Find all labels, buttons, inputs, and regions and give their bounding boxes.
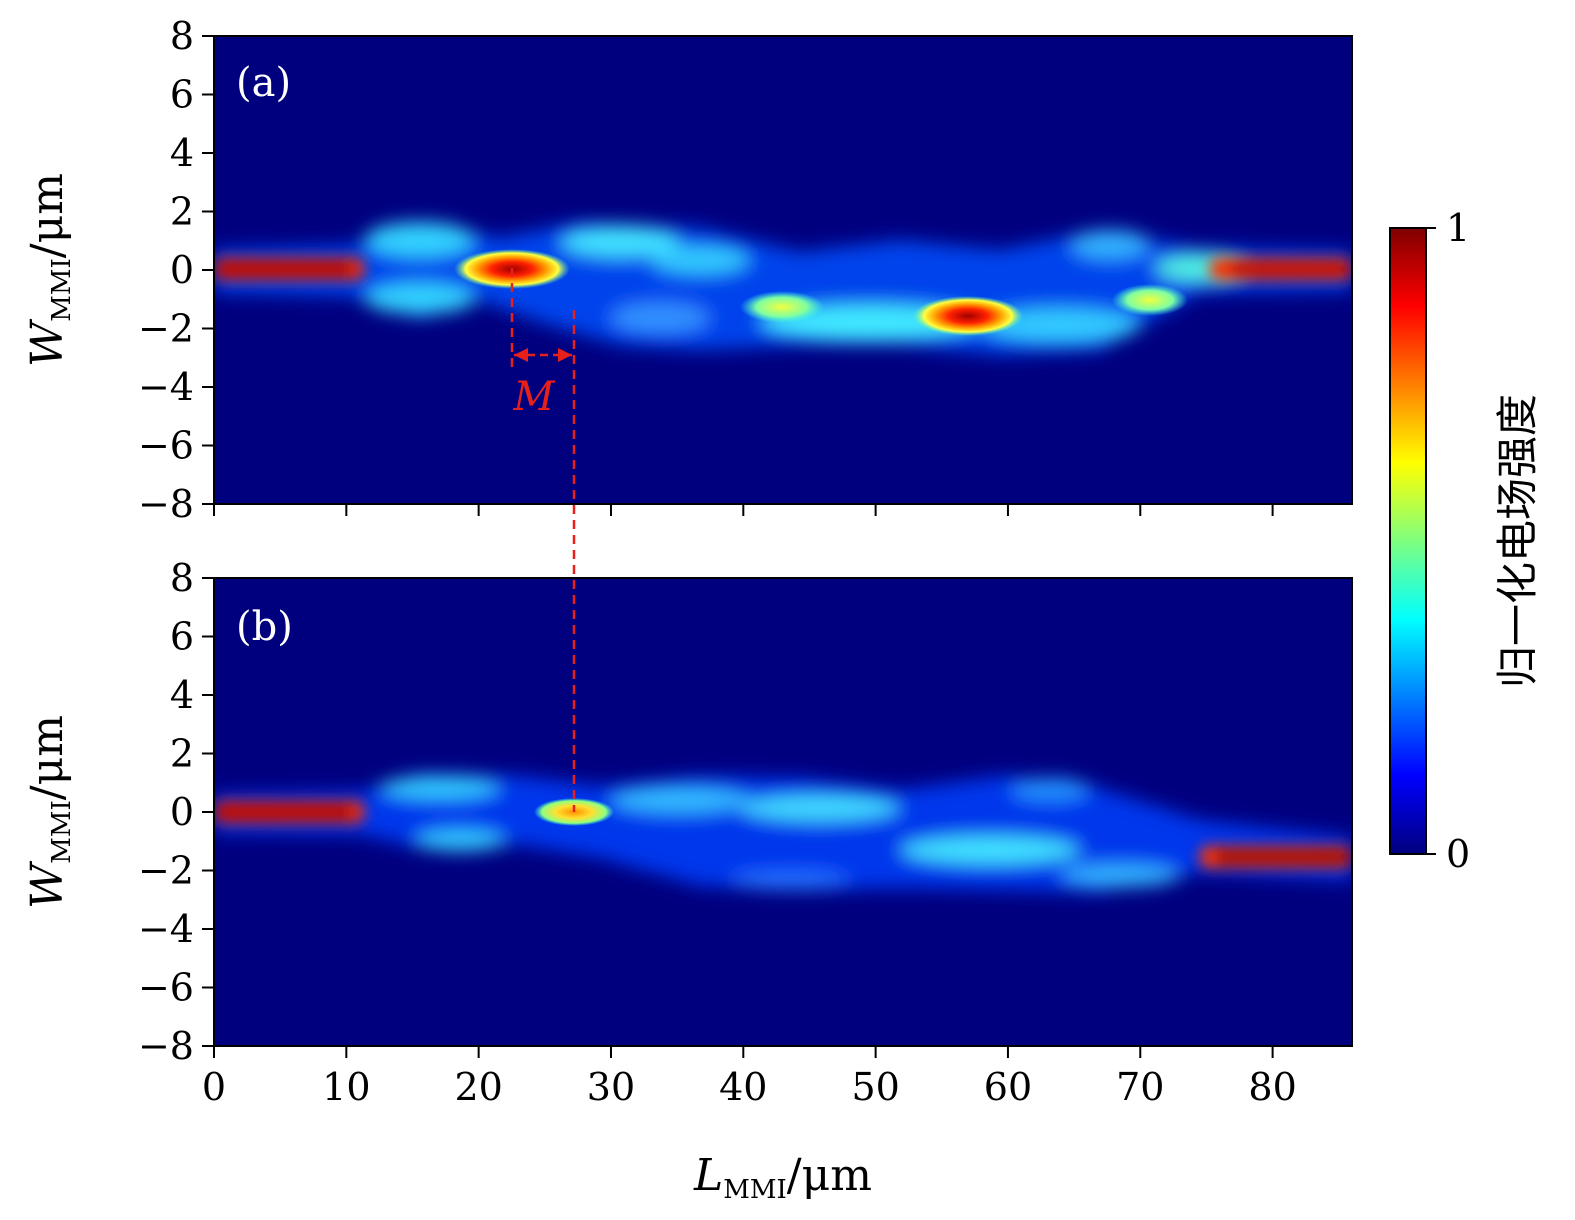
annotation-m-label: M bbox=[513, 374, 556, 420]
panel-b-y-tick-label-3: 2 bbox=[170, 732, 194, 776]
panel-b-y-tick-label-1: 6 bbox=[170, 615, 194, 659]
panel-b-waveguides bbox=[214, 801, 1352, 868]
y-axis-title-a-unit: /μm bbox=[22, 173, 73, 258]
panel-a-y-tick-label-0: 8 bbox=[170, 14, 194, 58]
x-axis-title-unit: /μm bbox=[787, 1150, 872, 1201]
panel-a-hotspot-right bbox=[1112, 284, 1188, 316]
heatmap-panel-a: (a) bbox=[213, 35, 1353, 505]
colorbar-max-label: 1 bbox=[1446, 206, 1470, 250]
y-axis-title-b-main: W bbox=[22, 860, 73, 909]
y-axis-title-b-sub: MMI bbox=[47, 800, 77, 864]
panel-a-label: (a) bbox=[236, 60, 291, 106]
panel-b-label: (b) bbox=[236, 604, 293, 650]
panel-a-y-tick-label-5: −2 bbox=[138, 307, 194, 351]
x-tick-label-5: 50 bbox=[851, 1065, 899, 1109]
x-tick-label-1: 10 bbox=[322, 1065, 370, 1109]
y-axis-title-a-main: W bbox=[22, 318, 73, 367]
x-tick-label-2: 20 bbox=[454, 1065, 502, 1109]
heatmap-panel-b: (b) bbox=[213, 577, 1353, 1047]
panel-a-waveguides bbox=[214, 258, 1352, 280]
y-axis-title-a-sub: MMI bbox=[47, 258, 77, 322]
y-axis-title-a: WMMI/μm bbox=[22, 173, 77, 367]
panel-a-y-tick-label-4: 0 bbox=[170, 248, 194, 292]
colorbar: 1 0 归一化电场强度 bbox=[1389, 206, 1542, 876]
colorbar-min-label: 0 bbox=[1446, 832, 1470, 876]
panel-b-y-tick-label-7: −6 bbox=[138, 966, 194, 1010]
panel-a-hotspot-mid bbox=[740, 291, 824, 323]
panel-b-y-tick-label-6: −4 bbox=[138, 907, 194, 951]
x-tick-label-8: 80 bbox=[1248, 1065, 1296, 1109]
x-tick-label-3: 30 bbox=[587, 1065, 635, 1109]
x-axis-title-main: L bbox=[693, 1150, 723, 1201]
panel-a-y-tick-label-3: 2 bbox=[170, 190, 194, 234]
panel-a-hotspot-lower bbox=[913, 296, 1023, 336]
colorbar-title: 归一化电场强度 bbox=[1493, 394, 1542, 688]
annotation-m-arrow-left-head bbox=[514, 348, 528, 362]
panel-b-field-pattern bbox=[214, 774, 1352, 892]
panel-b-y-tick-label-5: −2 bbox=[138, 849, 194, 893]
x-axis-title-sub: MMI bbox=[723, 1175, 787, 1205]
panel-a-y-tick-label-6: −4 bbox=[138, 365, 194, 409]
x-tick-label-0: 0 bbox=[202, 1065, 226, 1109]
panel-b-y-tick-label-2: 4 bbox=[170, 673, 194, 717]
x-tick-label-7: 70 bbox=[1116, 1065, 1164, 1109]
panel-a-y-tick-label-8: −8 bbox=[138, 482, 194, 526]
x-tick-label-6: 60 bbox=[984, 1065, 1032, 1109]
panel-b-y-tick-label-0: 8 bbox=[170, 556, 194, 600]
x-axis-title: LMMI/μm bbox=[693, 1150, 872, 1205]
x-tick-label-4: 40 bbox=[719, 1065, 767, 1109]
y-axis-title-b: WMMI/μm bbox=[22, 715, 77, 909]
panel-b-y-tick-label-4: 0 bbox=[170, 790, 194, 834]
panel-b-y-tick-label-8: −8 bbox=[138, 1024, 194, 1068]
colorbar-gradient bbox=[1390, 228, 1426, 854]
y-axis-title-b-unit: /μm bbox=[22, 715, 73, 800]
panel-a-y-tick-label-1: 6 bbox=[170, 73, 194, 117]
annotation-m: M bbox=[510, 268, 576, 812]
panel-a-y-tick-label-2: 4 bbox=[170, 131, 194, 175]
panel-a-y-tick-label-7: −6 bbox=[138, 424, 194, 468]
annotation-m-arrow-right-head bbox=[558, 348, 572, 362]
